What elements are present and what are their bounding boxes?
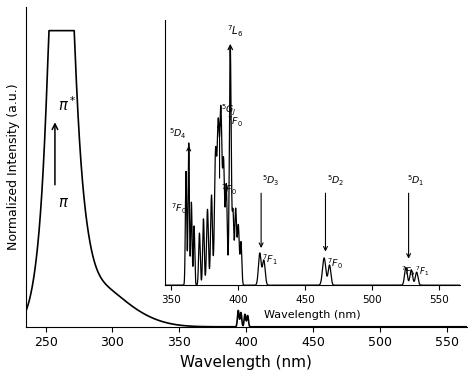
Text: $\pi$: $\pi$: [58, 196, 69, 210]
Y-axis label: Normalized Intensity (a.u.): Normalized Intensity (a.u.): [7, 84, 20, 250]
Text: $\pi^*$: $\pi^*$: [58, 95, 76, 113]
X-axis label: Wavelength (nm): Wavelength (nm): [180, 355, 312, 370]
